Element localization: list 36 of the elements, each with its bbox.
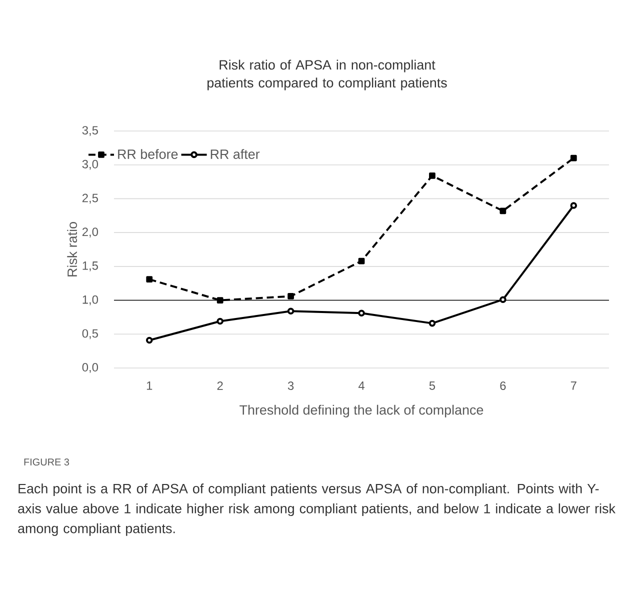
y-axis-title: Risk ratio [67, 222, 78, 276]
y-tick-label: 1,0 [82, 295, 98, 306]
legend-label: RR before [118, 149, 178, 159]
x-axis-title: Threshold defining the lack of complance [240, 404, 484, 418]
point [358, 310, 365, 317]
point [570, 202, 578, 209]
chart-title: Risk ratio of APSA in non-compliant patients compared to compliant patients [207, 60, 447, 90]
x-tick-label: 2 [217, 382, 223, 390]
point [500, 296, 506, 303]
point [429, 172, 436, 179]
x-tick-label: 6 [500, 382, 506, 390]
point [287, 308, 294, 315]
point [146, 336, 153, 344]
y-tick-label: 3,5 [82, 126, 98, 136]
y-tick-label: 2,5 [82, 194, 98, 204]
point [358, 258, 365, 264]
y-tick-label: 0,0 [82, 363, 98, 373]
caption: FIGURE 3 [24, 458, 70, 466]
text: Each point is a RR of APSA of compliant patients versus APSA of non-compliant. Points with Y-axis value above 1 indicate higher risk among compliant patients, and below 1 indicate a lower risk among compliant patients. [18, 484, 616, 536]
point [216, 318, 224, 325]
x-tick-label: 3 [288, 382, 294, 390]
point [146, 276, 153, 282]
y-tick-label: 1,5 [82, 262, 98, 272]
point [570, 154, 577, 162]
x-tick-label: 1 [146, 382, 152, 390]
point [428, 320, 436, 327]
x-tick-label: 4 [358, 382, 364, 390]
y-tick-label: 2,0 [82, 228, 98, 238]
point [500, 208, 506, 214]
point [288, 293, 294, 300]
y-tick-label: 0,5 [82, 329, 98, 340]
y-tick-label: 3,0 [82, 160, 98, 170]
x-tick-label: 5 [429, 382, 436, 390]
point [216, 297, 224, 304]
x-tick-label: 7 [570, 382, 576, 390]
legend-label: RR after [210, 149, 260, 159]
